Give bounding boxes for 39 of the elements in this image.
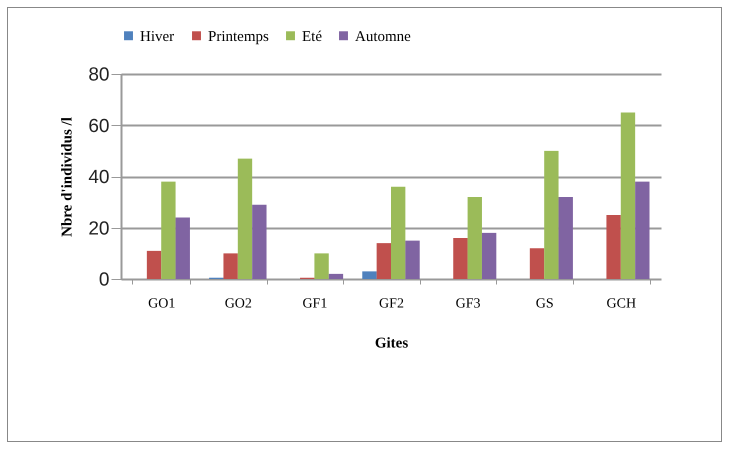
bar — [252, 204, 267, 279]
x-tick-label: GCH — [606, 296, 636, 312]
x-tick-label: GF3 — [456, 296, 481, 312]
bar — [530, 248, 544, 279]
bar — [405, 240, 420, 279]
bar — [223, 253, 238, 279]
x-tick-label: GS — [536, 296, 554, 312]
legend-label: Eté — [302, 28, 322, 45]
bar — [376, 243, 391, 279]
y-axis-title: Nbre d'individus /l — [59, 117, 76, 237]
x-tick-label: GF2 — [379, 296, 404, 312]
bar — [328, 274, 344, 279]
bar — [620, 112, 636, 279]
bar — [558, 197, 573, 279]
bar — [161, 182, 176, 279]
y-tick-label: 20 — [88, 218, 110, 240]
bar — [606, 214, 621, 279]
bar — [544, 150, 559, 279]
bar — [146, 250, 162, 279]
y-tick-label: 80 — [88, 64, 110, 86]
bar — [176, 218, 190, 279]
x-tick-label: GF1 — [302, 296, 328, 312]
bar — [362, 271, 377, 279]
x-axis-title: Gites — [374, 336, 408, 352]
bar — [635, 182, 650, 279]
bar — [468, 197, 482, 279]
legend-label: Automne — [355, 28, 412, 45]
x-tick-label: GO1 — [148, 296, 176, 312]
bar — [453, 238, 468, 279]
bar — [238, 158, 252, 279]
y-tick-label: 40 — [88, 167, 110, 188]
y-tick-label: 60 — [88, 116, 110, 137]
legend-label: Hiver — [140, 28, 174, 45]
bar — [391, 186, 406, 279]
y-tick-label: 0 — [98, 270, 110, 290]
bar — [314, 253, 329, 279]
bar — [482, 232, 496, 279]
legend-label: Printemps — [208, 28, 269, 45]
x-tick-label: GO2 — [224, 296, 252, 312]
